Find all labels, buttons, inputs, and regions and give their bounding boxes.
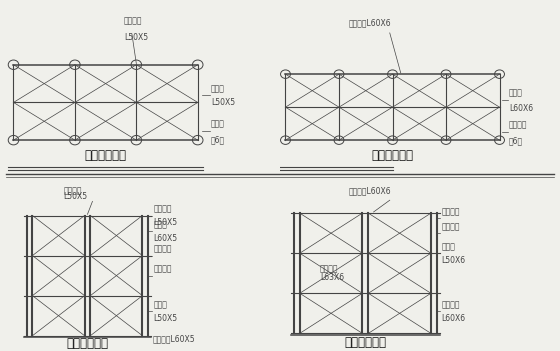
Text: L50X5: L50X5 [211,98,235,107]
Text: 立面图（三）: 立面图（三） [67,338,109,351]
Text: L50X5: L50X5 [153,218,178,227]
Text: L50X5: L50X5 [153,314,178,323]
Text: 水平拉杆: 水平拉杆 [153,205,172,214]
Text: 平面图（四）: 平面图（四） [344,336,386,349]
Text: 平面图（三）: 平面图（三） [85,149,127,162]
Text: 地脚螺: 地脚螺 [211,119,225,128]
Text: 水平拉杆L60X6: 水平拉杆L60X6 [348,19,391,28]
Text: 斜撑杆: 斜撑杆 [509,89,523,98]
Text: 水平拉杆: 水平拉杆 [124,17,143,26]
Text: L50X5: L50X5 [63,192,87,201]
Text: 栓6根: 栓6根 [211,135,225,144]
Text: 水平拉杆L60X6: 水平拉杆L60X6 [348,186,391,195]
Text: 斜撑杆: 斜撑杆 [211,84,225,93]
Text: L50X6: L50X6 [442,256,466,265]
Text: L60X6: L60X6 [442,314,466,323]
Text: L60X6: L60X6 [509,104,533,113]
Text: 支条钢柱: 支条钢柱 [153,265,172,274]
Text: L63X6: L63X6 [320,273,344,282]
Text: 地脚螺栓: 地脚螺栓 [509,120,528,130]
Text: 水平拉杆: 水平拉杆 [63,186,82,195]
Text: 平面图（四）: 平面图（四） [371,149,413,162]
Text: 水平拉杆: 水平拉杆 [442,300,460,309]
Text: 斜撑杆: 斜撑杆 [153,300,167,309]
Text: 水平拉杆L60X5: 水平拉杆L60X5 [152,335,195,344]
Text: L50X5: L50X5 [124,33,148,42]
Text: 斜撑杆: 斜撑杆 [442,242,455,251]
Text: 支条钢柱: 支条钢柱 [442,222,460,231]
Text: L60X5: L60X5 [153,234,178,243]
Text: 栓6根: 栓6根 [509,137,523,146]
Text: 地脚螺栓: 地脚螺栓 [442,207,460,216]
Text: 地脚螺栓: 地脚螺栓 [153,245,172,254]
Text: 中间立杆: 中间立杆 [320,264,338,273]
Text: 斜撑杆: 斜撑杆 [153,220,167,229]
